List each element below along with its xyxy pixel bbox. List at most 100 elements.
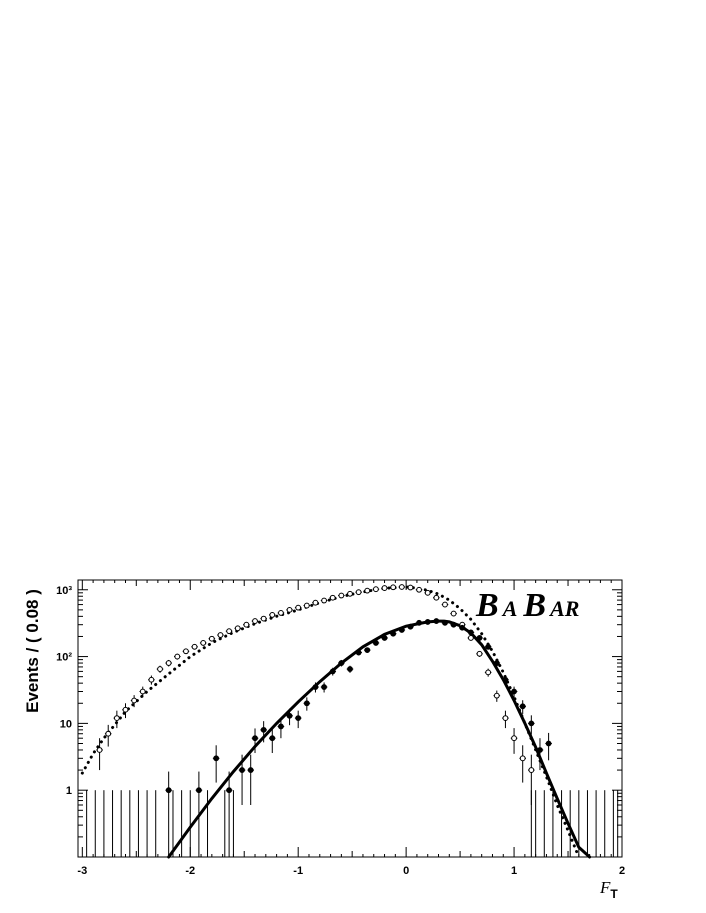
x-tick-label: -3 bbox=[77, 865, 87, 877]
data-point-open bbox=[131, 697, 138, 704]
data-point-open bbox=[493, 692, 500, 699]
data-point-filled bbox=[355, 649, 362, 656]
data-point-open bbox=[519, 755, 526, 762]
data-point-open bbox=[200, 640, 207, 646]
data-point-filled bbox=[329, 668, 336, 675]
data-point-open bbox=[208, 635, 215, 642]
data-point-filled bbox=[347, 666, 353, 672]
data-point-open bbox=[528, 767, 535, 773]
data-point-filled bbox=[390, 630, 397, 637]
fit-curve-dotted bbox=[80, 585, 581, 859]
data-point-open bbox=[174, 653, 181, 660]
x-axis-title-sub: T bbox=[610, 887, 618, 901]
data-point-filled bbox=[502, 676, 509, 683]
x-tick-label: 1 bbox=[511, 865, 517, 877]
data-point-filled bbox=[493, 660, 500, 666]
data-point-filled bbox=[303, 700, 310, 707]
data-point-open bbox=[347, 590, 353, 597]
y-tick-label: 10² bbox=[56, 652, 72, 664]
data-point-filled bbox=[286, 712, 293, 719]
data-point-filled bbox=[260, 726, 267, 733]
logo-second: B bbox=[522, 587, 546, 624]
data-point-filled bbox=[364, 647, 371, 653]
data-point-open bbox=[329, 594, 336, 601]
logo-middle: A bbox=[501, 596, 518, 621]
y-axis: 1 10 10² 10³ bbox=[56, 585, 622, 858]
data-point-open bbox=[217, 632, 224, 638]
x-axis-title: FT bbox=[599, 878, 618, 901]
y-tick-label: 10 bbox=[60, 718, 72, 730]
data-point-filled bbox=[278, 723, 284, 730]
y-tick-label: 1 bbox=[66, 785, 72, 797]
data-point-open bbox=[424, 589, 431, 596]
data-point-open bbox=[269, 612, 276, 618]
data-point-open bbox=[407, 584, 414, 591]
data-point-open bbox=[183, 648, 189, 655]
fit-curves bbox=[80, 585, 592, 859]
data-point-open bbox=[485, 669, 492, 676]
data-point-filled bbox=[312, 684, 319, 690]
data-point-open bbox=[122, 706, 129, 713]
data-point-filled bbox=[528, 720, 535, 727]
fit-curve-solid bbox=[167, 619, 592, 859]
data-point-open bbox=[139, 688, 146, 695]
data-point-filled bbox=[442, 619, 448, 626]
data-point-filled bbox=[338, 660, 345, 666]
data-point-open bbox=[312, 599, 319, 606]
data-point-filled bbox=[295, 715, 302, 721]
x-tick-label: -1 bbox=[293, 865, 303, 877]
data-point-filled bbox=[424, 619, 431, 625]
data-point-open bbox=[96, 747, 103, 753]
data-point-filled bbox=[433, 618, 440, 624]
data-point-filled bbox=[321, 684, 327, 690]
data-point-open bbox=[416, 586, 422, 593]
data-point-filled bbox=[373, 640, 379, 646]
data-point-open bbox=[450, 610, 457, 617]
data-point-filled bbox=[195, 787, 202, 794]
x-axis-title-main: F bbox=[599, 878, 611, 897]
data-point-open bbox=[321, 597, 327, 604]
data-point-open bbox=[157, 666, 163, 672]
data-point-filled bbox=[239, 767, 245, 773]
data-point-open bbox=[355, 589, 362, 596]
data-points bbox=[96, 584, 552, 857]
data-point-open bbox=[148, 676, 155, 683]
data-point-filled bbox=[269, 735, 276, 742]
data-point-open bbox=[381, 585, 388, 591]
data-point-open bbox=[303, 602, 310, 609]
data-point-open bbox=[390, 584, 397, 591]
data-point-open bbox=[260, 615, 267, 622]
data-point-open bbox=[502, 715, 509, 721]
x-axis: -3 -2 -1 0 1 2 bbox=[77, 580, 625, 877]
data-point-open bbox=[113, 715, 120, 721]
data-point-open bbox=[433, 594, 440, 601]
data-point-open bbox=[226, 628, 233, 635]
data-point-open bbox=[165, 660, 172, 666]
data-point-filled bbox=[398, 627, 405, 633]
data-point-filled bbox=[459, 624, 466, 631]
data-point-filled bbox=[381, 635, 388, 641]
data-point-open bbox=[278, 610, 284, 616]
data-point-open bbox=[286, 606, 293, 613]
data-point-filled bbox=[519, 703, 526, 710]
data-point-filled bbox=[252, 735, 258, 742]
data-point-open bbox=[234, 625, 241, 632]
logo-last: AR bbox=[548, 596, 579, 621]
data-point-filled bbox=[247, 767, 254, 773]
data-point-filled bbox=[416, 619, 422, 626]
data-point-filled bbox=[450, 621, 457, 628]
data-point-open bbox=[243, 621, 250, 628]
data-point-open bbox=[398, 584, 405, 590]
data-point-open bbox=[364, 587, 371, 594]
data-point-filled bbox=[467, 629, 474, 636]
y-tick-label: 10³ bbox=[56, 585, 72, 597]
data-point-filled bbox=[476, 635, 483, 641]
babar-logo: B A B AR bbox=[475, 587, 579, 624]
data-point-open bbox=[338, 592, 345, 599]
data-point-open bbox=[373, 586, 379, 593]
logo-first: B bbox=[475, 587, 499, 624]
data-point-open bbox=[105, 730, 112, 737]
data-point-filled bbox=[226, 787, 233, 794]
plot-frame bbox=[77, 579, 623, 858]
